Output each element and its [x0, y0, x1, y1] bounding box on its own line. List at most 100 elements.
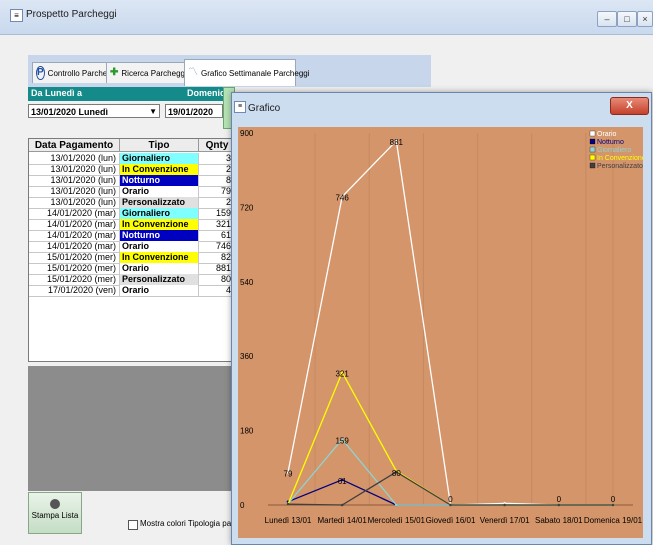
to-date-field[interactable]: 19/01/2020 — [165, 104, 223, 118]
data-label: 0 — [557, 495, 562, 504]
mostra-colori-label: Mostra colori Tipologia parcheggi — [140, 519, 258, 528]
legend-entry: Giornaliero — [597, 147, 631, 154]
data-label: 80 — [392, 469, 401, 478]
grafico-window: ≡ Grafico X 0 180 360 540 720 900 Lunedì 13/01… — [231, 92, 652, 545]
cell-tipo: Orario — [120, 263, 199, 274]
cell-date: 15/01/2020 (mer) — [29, 263, 120, 274]
tab-controllo-parcheggi[interactable]: P Controllo Parcheggi — [32, 62, 118, 83]
mostra-colori-checkbox[interactable] — [128, 520, 138, 530]
parking-grid[interactable]: Data Pagamento Tipo PArcheggio Qnty 13/0… — [28, 138, 237, 362]
main-titlebar — [0, 0, 653, 35]
cell-qnty: 80 — [220, 274, 231, 284]
legend-entry: Orario — [597, 131, 617, 138]
from-date-value: 13/01/2020 Lunedì — [31, 107, 109, 117]
cell-qnty: 2 — [225, 197, 231, 207]
cell-date: 13/01/2020 (lun) — [29, 197, 120, 208]
cell-tipo: In Convenzione — [120, 252, 199, 263]
x-tick-label: Giovedì 16/01 — [426, 516, 476, 525]
cell-tipo: Personalizzato — [120, 274, 199, 285]
cell-qnty: 82 — [220, 252, 231, 262]
cell-tipo: Notturno — [120, 175, 199, 186]
cell-qnty: 79 — [220, 186, 231, 196]
data-label: 746 — [335, 194, 349, 203]
from-label: Da Lunedì a — [31, 88, 83, 98]
cell-date: 15/01/2020 (mer) — [29, 274, 120, 285]
x-tick-label: Lunedì 13/01 — [265, 516, 312, 525]
cell-date: 14/01/2020 (mar) — [29, 208, 120, 219]
search-add-icon: ✚ — [110, 67, 119, 78]
cell-tipo: Orario — [120, 186, 199, 197]
cell-date: 15/01/2020 (mer) — [29, 252, 120, 263]
line-chart-icon: 〽 — [188, 67, 198, 78]
data-point — [286, 502, 290, 506]
cell-date: 14/01/2020 (mar) — [29, 241, 120, 252]
x-tick-label: Martedì 14/01 — [317, 516, 367, 525]
cell-qnty: 2 — [225, 164, 231, 174]
data-point — [340, 195, 344, 198]
cell-tipo: Orario — [120, 285, 199, 296]
legend-entry: Personalizzato — [597, 163, 643, 170]
from-date-select[interactable]: 13/01/2020 Lunedì ▼ — [28, 104, 160, 118]
column-header-data[interactable]: Data Pagamento — [29, 139, 120, 152]
window-icon: ≡ — [234, 101, 246, 113]
cell-tipo: Giornaliero — [120, 208, 199, 219]
grid-empty-area — [28, 366, 235, 491]
cell-qnty: 746 — [215, 241, 231, 251]
chart-window-title: Grafico — [248, 103, 281, 114]
tab-label: Grafico Settimanale Parcheggi — [201, 68, 310, 78]
maximize-icon[interactable]: □ — [617, 11, 637, 27]
minimize-icon[interactable]: – — [597, 11, 617, 27]
data-label: 0 — [448, 495, 453, 504]
y-tick-label: 900 — [240, 129, 254, 138]
legend-swatch — [589, 130, 596, 137]
data-label: 881 — [390, 138, 404, 147]
x-tick-label: Sabato 18/01 — [535, 516, 583, 525]
chart-plot: 0 180 360 540 720 900 Lunedì 13/01 Martedì 14/0… — [238, 127, 643, 538]
data-label: 321 — [335, 369, 349, 378]
cell-qnty: 881 — [215, 263, 231, 273]
data-point — [557, 503, 561, 507]
date-range-header: Da Lunedì a Domenica — [28, 87, 233, 101]
column-header-tipo[interactable]: Tipo PArcheggio — [120, 139, 199, 164]
cell-tipo: Notturno — [120, 230, 199, 241]
legend-swatch — [589, 154, 596, 161]
stampa-lista-button[interactable]: Stampa Lista — [28, 492, 82, 534]
x-tick-label: Domenica 19/01 — [584, 516, 643, 525]
data-point — [503, 503, 506, 507]
cell-date: 14/01/2020 (mar) — [29, 230, 120, 241]
tab-label: Ricerca Parcheggi — [121, 68, 187, 78]
tab-ricerca-parcheggi[interactable]: ✚ Ricerca Parcheggi — [106, 62, 190, 83]
data-label: 0 — [611, 495, 616, 504]
close-icon[interactable]: × — [637, 11, 653, 27]
cell-date: 13/01/2020 (lun) — [29, 186, 120, 197]
legend-swatch — [589, 138, 596, 145]
cell-date: 17/01/2020 (ven) — [29, 285, 120, 296]
legend-swatch — [589, 162, 596, 169]
to-label: Domenica — [186, 88, 230, 98]
chevron-down-icon[interactable]: ▼ — [149, 107, 157, 116]
data-label: 159 — [335, 436, 349, 445]
table-row[interactable]: 17/01/2020 (ven) Orario 4 — [29, 285, 236, 297]
data-point — [611, 503, 615, 507]
printer-icon — [50, 499, 60, 509]
cell-tipo: Orario — [120, 241, 199, 252]
legend-swatch — [589, 146, 596, 153]
cell-qnty: 3 — [225, 153, 231, 163]
legend-entry: Notturno — [597, 139, 624, 146]
data-point — [340, 503, 344, 507]
data-label: 61 — [338, 477, 347, 486]
data-point — [449, 503, 452, 507]
to-date-value: 19/01/2020 — [168, 107, 214, 117]
x-tick-label: Mercoledì 15/01 — [368, 516, 426, 525]
tab-grafico-settimanale[interactable]: 〽 Grafico Settimanale Parcheggi — [184, 59, 310, 86]
data-point — [340, 371, 344, 374]
data-point — [286, 471, 290, 474]
cell-date: 13/01/2020 (lun) — [29, 164, 120, 175]
data-point — [340, 437, 344, 441]
stampa-label: Stampa Lista — [31, 511, 79, 520]
cell-tipo: Personalizzato — [120, 197, 199, 208]
cell-qnty: 61 — [220, 230, 231, 240]
line-chart: 0 180 360 540 720 900 Lunedì 13/01 Martedì 14/0… — [238, 127, 643, 538]
y-tick-label: 180 — [240, 427, 254, 436]
chart-close-button[interactable]: X — [610, 97, 649, 115]
